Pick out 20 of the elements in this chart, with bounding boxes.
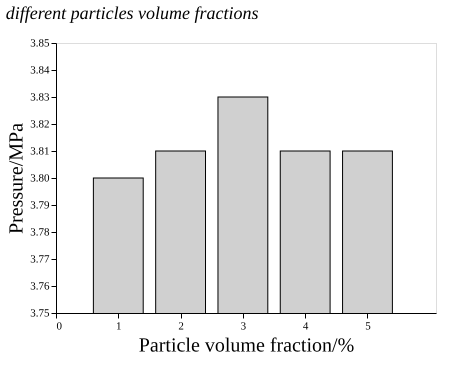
x-tick-label: 5	[365, 320, 372, 332]
y-axis-title: Pressure/MPa	[5, 122, 28, 234]
y-tick-label: 3.85	[30, 38, 50, 50]
x-tick-label: 4	[302, 320, 309, 332]
x-tick-label: 2	[178, 320, 184, 332]
y-tick-label: 3.82	[30, 118, 50, 130]
y-tick-label: 3.75	[30, 308, 50, 320]
x-tick-label: 0	[56, 320, 62, 332]
chart-title: different particles volume fractions	[6, 3, 259, 23]
x-tick-label: 1	[116, 320, 122, 332]
y-tick-label: 3.81	[30, 146, 50, 158]
y-tick-label: 3.78	[30, 226, 50, 238]
y-tick-label: 3.84	[30, 64, 50, 76]
y-tick-label: 3.76	[30, 280, 50, 292]
x-tick-label: 3	[240, 320, 247, 332]
y-tick-label: 3.77	[30, 254, 50, 266]
y-tick-label: 3.80	[30, 172, 50, 184]
x-axis-title: Particle volume fraction/%	[138, 334, 354, 356]
y-tick-label: 3.83	[30, 92, 50, 104]
y-tick-label: 3.79	[30, 200, 50, 212]
